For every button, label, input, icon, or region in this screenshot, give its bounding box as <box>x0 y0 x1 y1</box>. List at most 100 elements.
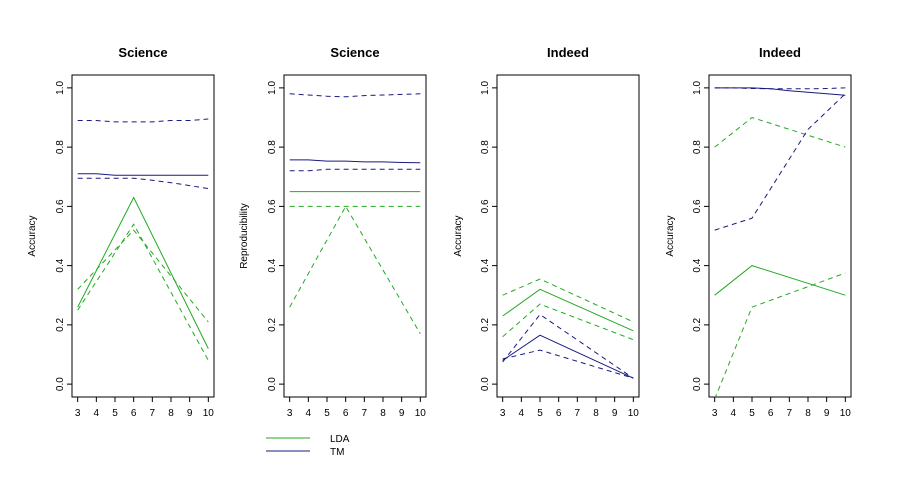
series-line-tm-solid <box>289 159 421 164</box>
panel-1: Science Accuracy 0.0 0.2 0.4 0.6 0.8 1.0 3 4 5 6 7 8 9… <box>27 45 215 419</box>
series-line-lda-dashed <box>714 116 846 148</box>
x-tick-label: 6 <box>556 408 562 419</box>
series-line-tm-dashed <box>502 313 634 379</box>
y-axis-label: Accuracy <box>665 215 676 256</box>
x-tick-label: 9 <box>187 408 193 419</box>
series-line-lda-solid <box>714 265 846 296</box>
panels: Science Accuracy 0.0 0.2 0.4 0.6 0.8 1.0 3 4 5 6 7 8 9… <box>27 45 852 419</box>
y-tick-label: 0.6 <box>267 199 278 213</box>
x-tick-label: 10 <box>628 408 640 419</box>
y-tick-label: 0.2 <box>55 317 66 331</box>
x-tick-label: 4 <box>519 408 525 419</box>
panel-title: Indeed <box>759 45 801 60</box>
y-tick-label: 0.0 <box>480 377 491 391</box>
series-group <box>77 118 209 361</box>
panel-4: Indeed Accuracy 0.0 0.2 0.4 0.6 0.8 1.0 3 4 5 6 7 8 9 1… <box>665 45 852 419</box>
series-group <box>502 278 634 379</box>
panel-frame <box>71 74 215 398</box>
x-tick-label: 7 <box>575 408 581 419</box>
y-tick-label: 0.0 <box>55 377 66 391</box>
x-tick-label: 6 <box>131 408 137 419</box>
x-tick-label: 3 <box>712 408 718 419</box>
y-tick-label: 0.8 <box>692 140 703 154</box>
y-tick-label: 0.4 <box>692 258 703 272</box>
series-line-tm-solid <box>77 173 209 176</box>
y-tick-label: 0.8 <box>55 140 66 154</box>
x-tick-label: 4 <box>306 408 312 419</box>
x-tick-label: 3 <box>287 408 293 419</box>
series-line-lda-dashed <box>714 272 846 397</box>
y-tick-label: 0.8 <box>267 140 278 154</box>
x-tick-label: 5 <box>112 408 118 419</box>
panel-title: Science <box>118 45 167 60</box>
y-tick-label: 0.2 <box>267 317 278 331</box>
series-line-lda-dashed <box>289 205 421 335</box>
y-axis-label: Accuracy <box>27 215 38 256</box>
series-group <box>714 87 846 397</box>
series-line-tm-solid <box>502 334 634 379</box>
y-tick-label: 0.6 <box>55 199 66 213</box>
x-tick-label: 5 <box>324 408 330 419</box>
y-tick-label: 0.4 <box>267 258 278 272</box>
y-axis-label: Reproducibility <box>239 203 250 269</box>
panel-title: Indeed <box>547 45 589 60</box>
series-line-lda-dashed <box>502 278 634 323</box>
x-tick-label: 7 <box>787 408 793 419</box>
x-tick-label: 7 <box>362 408 368 419</box>
y-axis-label: Accuracy <box>453 215 464 256</box>
y-tick-label: 0.2 <box>692 317 703 331</box>
y-tick-label: 0.0 <box>692 377 703 391</box>
legend: LDA TM <box>266 434 350 458</box>
series-line-lda-dashed <box>77 229 209 323</box>
x-tick-label: 6 <box>343 408 349 419</box>
series-line-tm-dashed <box>289 168 421 172</box>
x-tick-label: 3 <box>75 408 81 419</box>
x-tick-label: 8 <box>805 408 811 419</box>
x-tick-label: 4 <box>731 408 737 419</box>
series-line-lda-dashed <box>77 223 209 361</box>
x-tick-label: 9 <box>399 408 405 419</box>
y-tick-label: 1.0 <box>55 80 66 94</box>
panel-3: Indeed Accuracy 0.0 0.2 0.4 0.6 0.8 1.0 3 4 5 6 7 8 9 1… <box>453 45 640 419</box>
y-tick-label: 1.0 <box>480 80 491 94</box>
y-tick-label: 0.6 <box>692 199 703 213</box>
x-tick-label: 8 <box>593 408 599 419</box>
legend-label-lda: LDA <box>330 434 350 445</box>
x-tick-label: 3 <box>500 408 506 419</box>
x-tick-label: 10 <box>415 408 427 419</box>
y-tick-label: 0.4 <box>480 258 491 272</box>
x-tick-label: 5 <box>749 408 755 419</box>
panel-frame <box>283 74 427 398</box>
panel-2: Science Reproducibility 0.0 0.2 0.4 0.6 0.8 1.0… <box>239 45 427 419</box>
x-tick-label: 7 <box>150 408 156 419</box>
series-line-tm-dashed <box>77 177 209 190</box>
series-line-tm-dashed <box>502 349 634 379</box>
x-tick-label: 9 <box>824 408 830 419</box>
series-line-tm-dashed <box>714 93 846 231</box>
x-tick-label: 10 <box>840 408 852 419</box>
series-line-lda-solid <box>77 196 209 349</box>
panel-title: Science <box>330 45 379 60</box>
y-tick-label: 1.0 <box>267 80 278 94</box>
x-tick-label: 9 <box>612 408 618 419</box>
panel-frame <box>708 74 852 398</box>
series-line-tm-dashed <box>77 118 209 123</box>
panel-frame <box>496 74 640 398</box>
y-tick-label: 0.2 <box>480 317 491 331</box>
x-tick-label: 8 <box>380 408 386 419</box>
y-tick-label: 1.0 <box>692 80 703 94</box>
series-line-lda-dashed <box>502 303 634 341</box>
legend-label-tm: TM <box>330 447 344 458</box>
x-tick-label: 4 <box>94 408 100 419</box>
x-tick-label: 6 <box>768 408 774 419</box>
y-tick-label: 0.4 <box>55 258 66 272</box>
series-group <box>289 93 421 335</box>
y-tick-label: 0.0 <box>267 377 278 391</box>
series-line-tm-dashed <box>714 87 846 90</box>
x-tick-label: 5 <box>537 408 543 419</box>
x-tick-label: 8 <box>168 408 174 419</box>
x-tick-label: 10 <box>203 408 215 419</box>
series-line-tm-dashed <box>289 93 421 98</box>
y-tick-label: 0.8 <box>480 140 491 154</box>
